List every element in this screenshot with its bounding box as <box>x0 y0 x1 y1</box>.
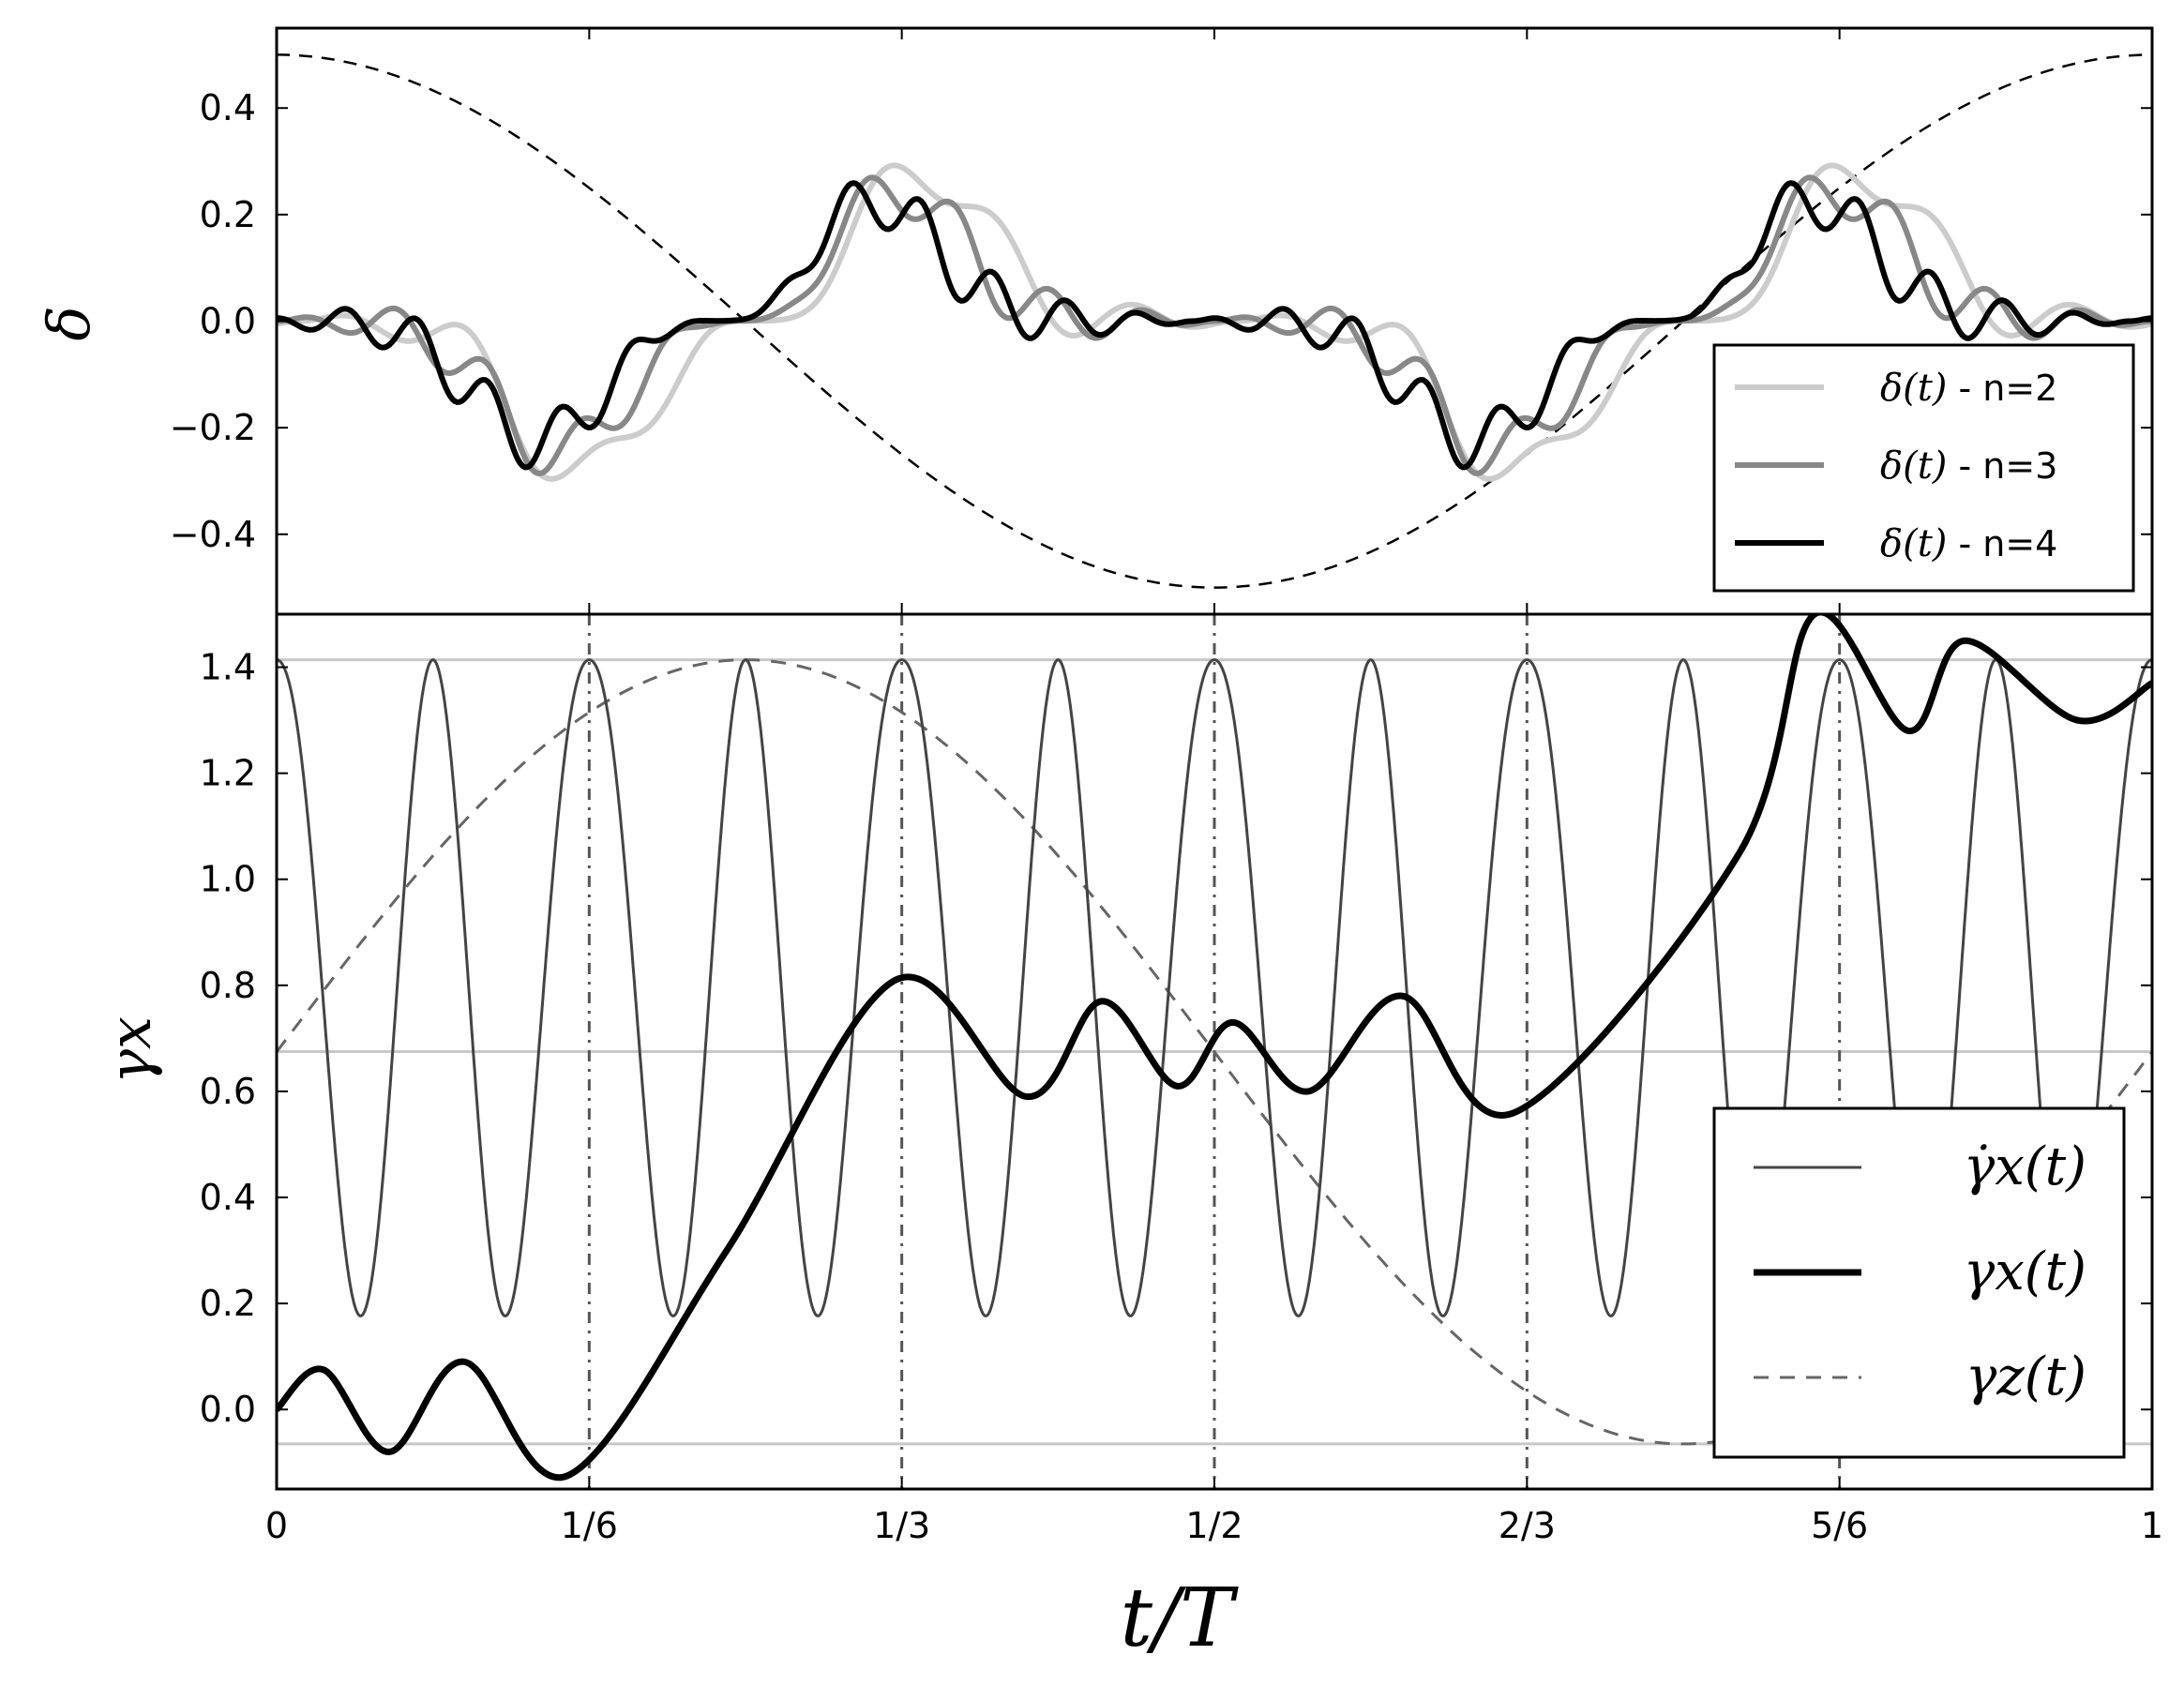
top-reference-curve <box>277 53 2152 589</box>
bottom-ytick-label: 0.8 <box>200 965 256 1006</box>
top-ytick-label: 0.4 <box>200 87 256 128</box>
bottom-xtick-label: 1 <box>2141 1505 2163 1546</box>
bottom-ytick-label: 1.4 <box>200 647 256 688</box>
gamma-x-dot-line <box>277 657 2152 1317</box>
bottom-xtick-label: 5/6 <box>1811 1505 1868 1546</box>
top-legend-label: δ(t) - n=2 <box>1880 367 2057 410</box>
bottom-xtick-label: 1/3 <box>873 1505 930 1546</box>
bottom-xtick-label: 1/2 <box>1185 1505 1243 1546</box>
top-ytick-label: 0.2 <box>200 194 256 235</box>
top-ytick-label: −0.2 <box>170 407 256 448</box>
bottom-ylabel: γx <box>96 1016 164 1084</box>
top-series-line-n4 <box>277 180 2152 471</box>
top-ytick-label: 0.0 <box>200 301 256 342</box>
top-legend-label: δ(t) - n=4 <box>1880 522 2057 565</box>
bottom-ytick-label: 1.2 <box>200 753 256 794</box>
bottom-ytick-label: 0.2 <box>200 1283 256 1324</box>
gamma-x-line <box>277 614 2152 1482</box>
bottom-xtick-label: 2/3 <box>1499 1505 1556 1546</box>
bottom-xtick-label: 1/6 <box>561 1505 618 1546</box>
top-ylabel: δ <box>35 306 103 340</box>
bottom-legend-label: γx(t) <box>1964 1241 2086 1302</box>
bottom-ytick-label: 1.0 <box>200 859 256 900</box>
bottom-ytick-label: 0.0 <box>200 1389 256 1430</box>
bottom-legend: γ̇x(t) γx(t) γz(t) <box>1712 1106 2126 1459</box>
bottom-xlabel: t/T <box>1121 1572 1240 1665</box>
top-series-line-n2 <box>277 162 2152 482</box>
bottom-xtick-label: 0 <box>265 1505 288 1546</box>
top-legend-label: δ(t) - n=3 <box>1880 444 2057 488</box>
bottom-panel: 0.0 0.2 0.4 0.6 0.8 1.0 1.2 1.4 0 1/6 1/3 1/2 2/3 5/… <box>96 612 2163 1665</box>
bottom-legend-label: γz(t) <box>1966 1346 2086 1407</box>
bottom-legend-label: γ̇x(t) <box>1964 1136 2086 1197</box>
top-legend: δ(t) - n=2 δ(t) - n=3 δ(t) - n=4 <box>1712 343 2135 593</box>
bottom-ytick-label: 0.6 <box>200 1071 256 1112</box>
top-panel: −0.4 −0.2 0.0 0.2 0.4 δ δ(t) - n=2 δ(t) - n=3… <box>35 26 2154 616</box>
top-ytick-label: −0.4 <box>170 514 256 555</box>
bottom-ytick-label: 0.4 <box>200 1177 256 1218</box>
